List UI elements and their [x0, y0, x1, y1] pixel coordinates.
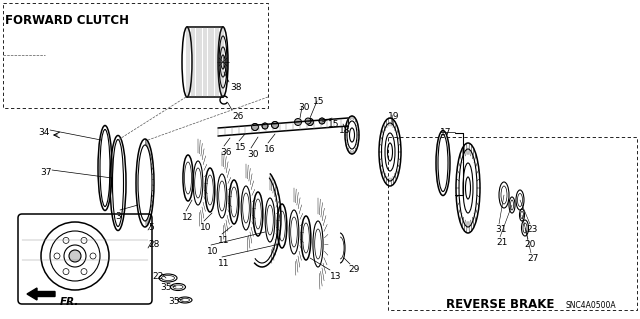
Text: 30: 30	[247, 150, 259, 159]
Text: 37: 37	[40, 168, 51, 177]
Text: 5: 5	[148, 223, 154, 232]
Text: 23: 23	[526, 225, 538, 234]
Text: 34: 34	[38, 128, 49, 137]
Text: 10: 10	[207, 247, 218, 256]
Text: 22: 22	[152, 272, 163, 281]
Text: 30: 30	[298, 103, 310, 112]
Text: FORWARD CLUTCH: FORWARD CLUTCH	[5, 14, 129, 27]
Text: 26: 26	[232, 112, 243, 121]
Circle shape	[69, 250, 81, 262]
Circle shape	[271, 122, 278, 129]
Text: 21: 21	[496, 238, 508, 247]
Text: 10: 10	[200, 223, 211, 232]
Text: 31: 31	[495, 225, 506, 234]
Circle shape	[305, 118, 311, 124]
Text: 35: 35	[160, 283, 172, 292]
Circle shape	[294, 118, 301, 125]
Text: 29: 29	[348, 265, 360, 274]
Circle shape	[307, 118, 314, 125]
Text: 28: 28	[148, 240, 159, 249]
FancyArrow shape	[27, 288, 55, 300]
Text: 20: 20	[524, 240, 536, 249]
Text: FR.: FR.	[60, 297, 79, 307]
Text: 15: 15	[313, 97, 324, 106]
Text: 17: 17	[440, 128, 451, 137]
Text: 36: 36	[220, 148, 232, 157]
Circle shape	[319, 118, 325, 124]
Text: REVERSE BRAKE: REVERSE BRAKE	[446, 298, 554, 311]
Text: 38: 38	[230, 83, 241, 92]
Text: 11: 11	[218, 259, 230, 268]
Text: 15: 15	[235, 143, 246, 152]
Circle shape	[262, 123, 268, 129]
Text: 12: 12	[182, 213, 193, 222]
Text: 13: 13	[330, 272, 342, 281]
Circle shape	[252, 123, 259, 130]
Text: 16: 16	[264, 145, 275, 154]
Text: 3: 3	[115, 212, 121, 221]
Text: SNC4A0500A: SNC4A0500A	[565, 301, 616, 310]
Text: 11: 11	[218, 236, 230, 245]
Text: 18: 18	[339, 126, 351, 135]
Text: 27: 27	[527, 254, 538, 263]
Text: 15: 15	[328, 120, 339, 129]
Text: 35: 35	[168, 297, 179, 306]
Text: 19: 19	[388, 112, 399, 121]
